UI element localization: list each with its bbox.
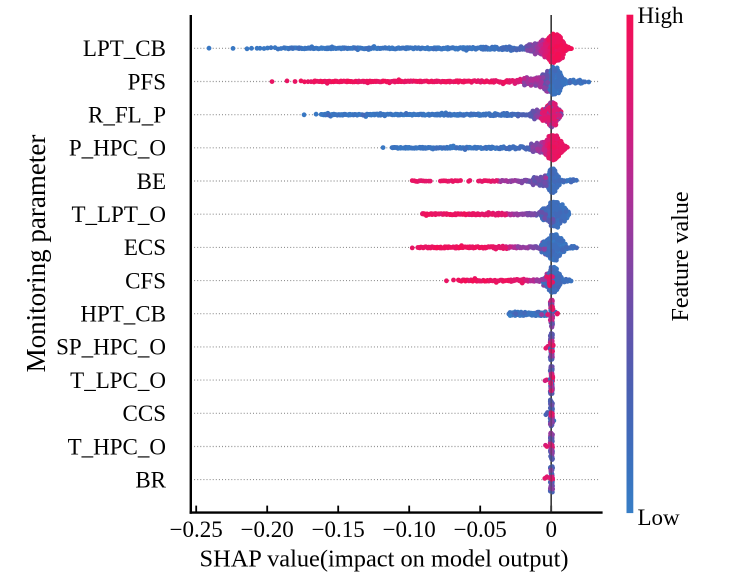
svg-text:SP_HPC_O: SP_HPC_O (56, 335, 166, 360)
svg-text:Monitoring parameter: Monitoring parameter (21, 135, 51, 373)
svg-text:−0.25: −0.25 (170, 517, 223, 542)
svg-text:Low: Low (638, 505, 681, 530)
svg-text:LPT_CB: LPT_CB (83, 36, 166, 61)
svg-text:BE: BE (137, 169, 166, 194)
svg-text:Feature value: Feature value (668, 192, 694, 322)
svg-text:−0.05: −0.05 (454, 517, 507, 542)
svg-text:0: 0 (545, 517, 557, 542)
svg-text:T_LPT_O: T_LPT_O (71, 202, 166, 227)
svg-text:CFS: CFS (125, 268, 166, 293)
svg-text:P_HPC_O: P_HPC_O (69, 136, 166, 161)
svg-text:T_LPC_O: T_LPC_O (70, 368, 166, 393)
svg-text:CCS: CCS (123, 401, 166, 426)
svg-text:High: High (638, 3, 685, 28)
svg-text:−0.20: −0.20 (241, 517, 294, 542)
svg-text:PFS: PFS (128, 69, 166, 94)
svg-text:HPT_CB: HPT_CB (80, 302, 166, 327)
svg-text:−0.15: −0.15 (312, 517, 365, 542)
svg-text:BR: BR (135, 467, 166, 492)
svg-text:−0.10: −0.10 (383, 517, 436, 542)
svg-text:SHAP value(impact on model out: SHAP value(impact on model output) (200, 546, 569, 573)
svg-text:T_HPC_O: T_HPC_O (68, 434, 166, 459)
svg-text:R_FL_P: R_FL_P (88, 103, 166, 128)
svg-text:ECS: ECS (124, 235, 166, 260)
